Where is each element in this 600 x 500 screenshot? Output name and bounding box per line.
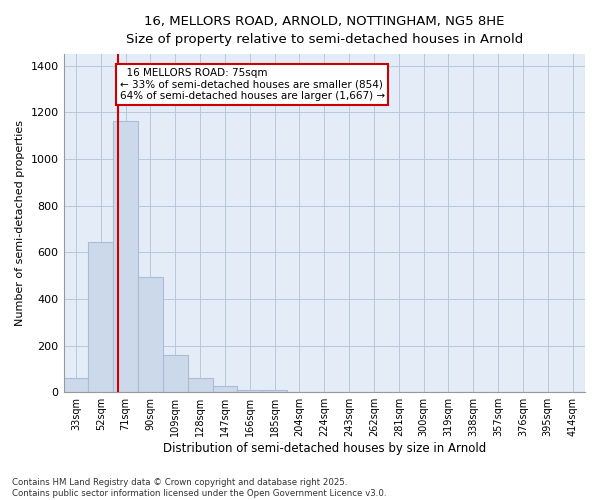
Bar bbox=[212, 386, 238, 392]
Bar bbox=[138, 277, 163, 392]
Bar bbox=[113, 120, 138, 392]
Text: Contains HM Land Registry data © Crown copyright and database right 2025.
Contai: Contains HM Land Registry data © Crown c… bbox=[12, 478, 386, 498]
Bar bbox=[88, 242, 113, 392]
Bar bbox=[163, 355, 188, 392]
X-axis label: Distribution of semi-detached houses by size in Arnold: Distribution of semi-detached houses by … bbox=[163, 442, 486, 455]
Bar bbox=[238, 390, 262, 392]
Bar bbox=[262, 390, 287, 392]
Bar bbox=[64, 378, 88, 392]
Title: 16, MELLORS ROAD, ARNOLD, NOTTINGHAM, NG5 8HE
Size of property relative to semi-: 16, MELLORS ROAD, ARNOLD, NOTTINGHAM, NG… bbox=[125, 15, 523, 46]
Text: 16 MELLORS ROAD: 75sqm  
← 33% of semi-detached houses are smaller (854)
64% of : 16 MELLORS ROAD: 75sqm ← 33% of semi-det… bbox=[119, 68, 385, 102]
Bar bbox=[188, 378, 212, 392]
Y-axis label: Number of semi-detached properties: Number of semi-detached properties bbox=[15, 120, 25, 326]
